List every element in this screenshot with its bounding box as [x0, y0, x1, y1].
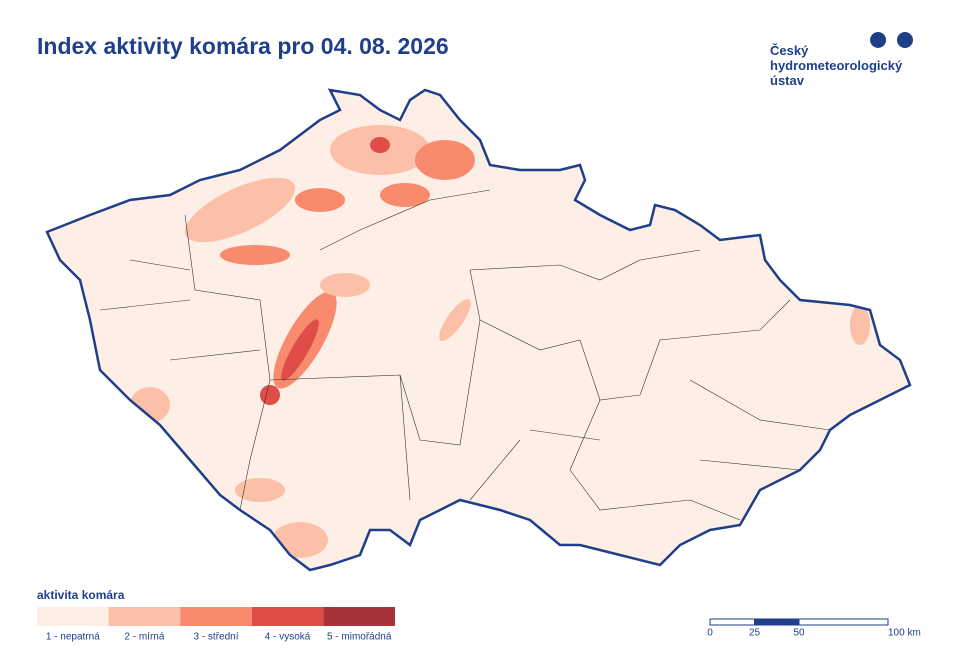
logo-text: Český hydrometeorologický ústav [770, 43, 903, 88]
country-map [45, 88, 912, 572]
legend-swatch [323, 607, 395, 626]
legend-title: aktivita komára [37, 588, 125, 602]
legend-label: 5 - mimořádná [327, 632, 392, 643]
scale-segment [709, 618, 755, 626]
scale-segment [754, 618, 800, 626]
logo-line: Český [770, 43, 809, 58]
legend: 1 - nepatrná 2 - mírná 3 - střední 4 - vyso… [37, 607, 395, 643]
legend-label: 4 - vysoká [265, 632, 311, 643]
legend-label: 3 - střední [193, 632, 238, 643]
logo-circle [897, 32, 913, 48]
scale-label: 100 km [888, 628, 921, 639]
scale-segment [798, 618, 889, 626]
logo: Český hydrometeorologický ústav [770, 32, 913, 88]
legend-swatch [37, 607, 109, 626]
scale-label: 25 [749, 628, 761, 639]
map-title: Index aktivity komára pro 04. 08. 2026 [37, 33, 449, 59]
legend-swatch [180, 607, 252, 626]
logo-line: ústav [770, 73, 805, 88]
legend-swatch [108, 607, 181, 626]
legend-label: 1 - nepatrná [46, 632, 100, 643]
logo-line: hydrometeorologický [770, 58, 903, 73]
district-borders [99, 189, 831, 521]
scale-label: 50 [793, 628, 805, 639]
legend-label: 2 - mírná [124, 632, 164, 643]
legend-swatch [251, 607, 324, 626]
scale-label: 0 [707, 628, 713, 639]
scale-bar: 0 25 50 100 km [707, 618, 921, 639]
logo-circle [870, 32, 887, 48]
